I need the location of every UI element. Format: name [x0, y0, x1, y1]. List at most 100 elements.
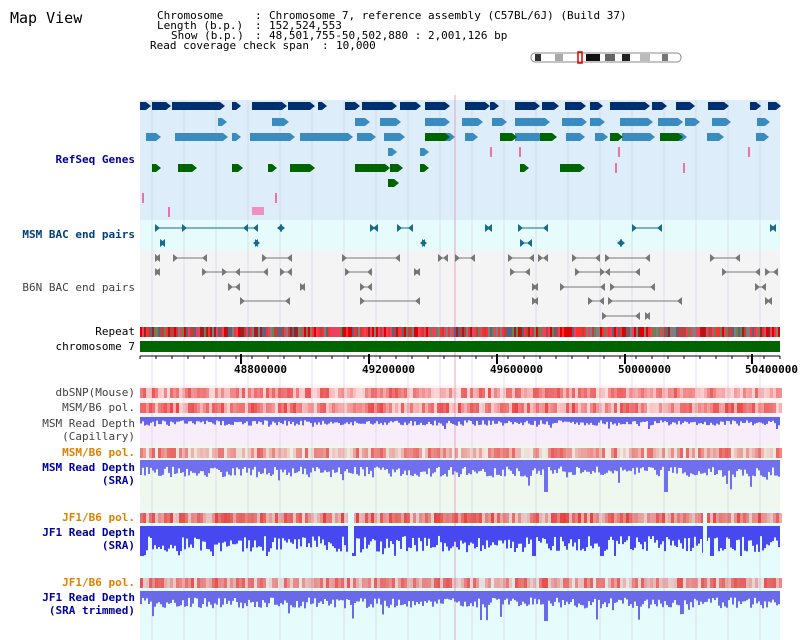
snp-density [401, 578, 404, 588]
snp-density [629, 403, 632, 413]
read-depth-bar [550, 591, 552, 604]
snp-density [404, 513, 407, 523]
snp-density [776, 388, 779, 398]
read-depth-bar [180, 591, 182, 606]
repeat-element [342, 327, 344, 337]
read-depth-bar [670, 417, 672, 425]
gene-feature [676, 102, 690, 110]
read-depth-bar [312, 460, 314, 468]
read-depth-bar [426, 417, 428, 425]
read-depth-bar [574, 526, 576, 543]
read-depth-bar [694, 417, 696, 422]
read-depth-bar [486, 591, 488, 621]
snp-density [350, 388, 353, 398]
bac-end [600, 283, 605, 291]
read-depth-bar [232, 526, 234, 545]
repeat-element [750, 327, 752, 337]
repeat-element [668, 327, 670, 337]
read-depth-bar [164, 417, 166, 422]
read-depth-bar [194, 591, 196, 598]
read-depth-bar [750, 591, 752, 608]
snp-density [545, 403, 548, 413]
repeat-element [396, 327, 398, 337]
read-depth-bar [762, 591, 764, 609]
read-depth-bar [256, 526, 258, 548]
read-depth-bar [278, 417, 280, 422]
read-depth-bar [766, 417, 768, 424]
bac-end [155, 268, 160, 276]
repeat-element [166, 327, 168, 337]
snp-density [308, 403, 311, 413]
repeat-element [478, 327, 480, 337]
repeat-element [298, 327, 300, 337]
snp-density [329, 578, 332, 588]
repeat-element [434, 327, 436, 337]
snp-density [746, 403, 749, 413]
read-depth-bar [542, 591, 544, 605]
read-depth-bar [468, 526, 470, 546]
read-depth-bar [196, 460, 198, 476]
read-depth-bar [730, 417, 732, 425]
read-depth-bar [766, 591, 768, 608]
snp-density [701, 578, 704, 588]
read-depth-bar [478, 526, 480, 539]
snp-density [428, 578, 431, 588]
read-depth-bar [718, 460, 720, 471]
snp-density [512, 513, 515, 523]
read-depth-bar [646, 460, 648, 471]
read-depth-bar [270, 460, 272, 476]
snp-density [257, 448, 260, 458]
snp-density [488, 448, 491, 458]
track-label-msm-bac[interactable]: MSM BAC end pairs [22, 228, 135, 241]
show-label: Show (b.p.) [171, 29, 244, 42]
read-depth-bar [534, 417, 536, 421]
snp-density [239, 403, 242, 413]
track-label-refseq[interactable]: RefSeq Genes [55, 153, 135, 166]
repeat-element [262, 327, 264, 337]
snp-density [701, 403, 704, 413]
read-depth-bar [596, 591, 598, 620]
repeat-element [588, 327, 590, 337]
read-depth-bar [614, 417, 616, 424]
read-depth-bar [664, 460, 666, 492]
read-depth-bar [582, 460, 584, 473]
bac-end [533, 297, 538, 305]
repeat-element [226, 327, 228, 337]
snp-density [185, 448, 188, 458]
read-depth-bar [632, 460, 634, 469]
snp-density [281, 513, 284, 523]
read-depth-bar [218, 526, 220, 543]
snp-density [563, 513, 566, 523]
read-depth-bar [772, 591, 774, 600]
snp-density [668, 388, 671, 398]
read-depth-bar [314, 526, 316, 541]
snp-density [593, 388, 596, 398]
track-label-b6n-bac[interactable]: B6N BAC end pairs [22, 281, 135, 294]
snp-density [671, 448, 674, 458]
snp-density [314, 513, 317, 523]
read-depth-bar [440, 417, 442, 424]
read-depth-bar [454, 417, 456, 425]
snp-density [605, 388, 608, 398]
read-depth-bar [206, 460, 208, 477]
read-depth-bar [620, 460, 622, 468]
bac-end [253, 239, 258, 247]
read-depth-bar [492, 460, 494, 478]
read-depth-bar [370, 460, 372, 471]
snp-density [374, 403, 377, 413]
snp-density [431, 513, 434, 523]
repeat-element [182, 327, 184, 337]
read-depth-bar [462, 526, 464, 544]
read-depth-bar [704, 417, 706, 422]
snp-density [221, 513, 224, 523]
read-depth-bar [648, 526, 650, 537]
repeat-element [322, 327, 324, 337]
read-depth-bar [720, 417, 722, 422]
read-depth-bar [300, 417, 302, 421]
snp-density [173, 513, 176, 523]
read-depth-bar [320, 417, 322, 425]
read-depth-bar [440, 591, 442, 604]
read-depth-bar [594, 591, 596, 599]
read-depth-bar [202, 417, 204, 422]
